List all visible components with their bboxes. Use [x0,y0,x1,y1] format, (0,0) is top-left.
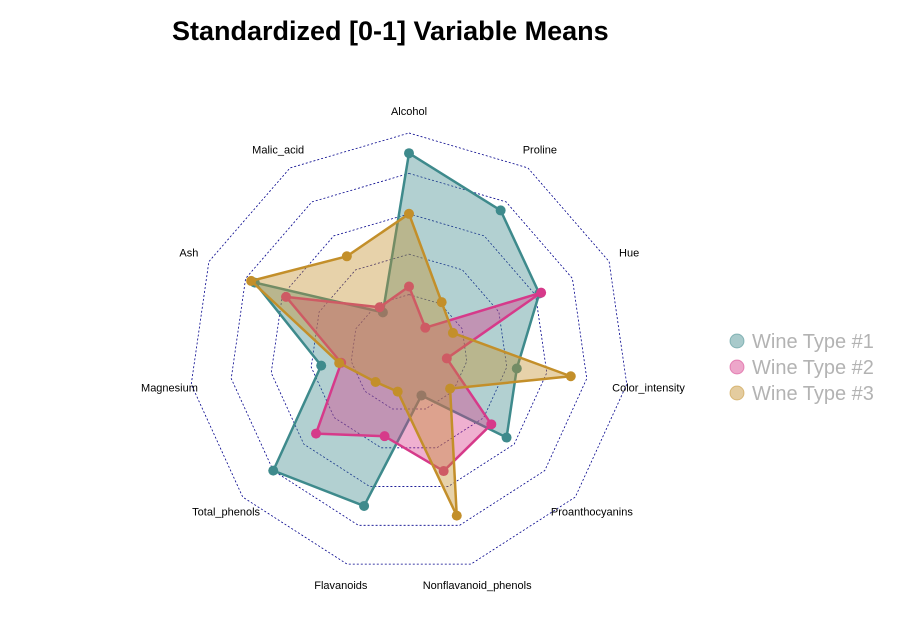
series-1-point-nonflavanoid-phenols [416,390,427,401]
series-area-1 [253,151,541,508]
series-2-point-proanthocyanins [486,419,497,430]
series-1-point-total-phenols [268,465,279,476]
series-1-point-proline [495,205,506,216]
series-3-point-proline [436,297,447,308]
series-3-point-flavanoids [392,386,403,397]
axis-label-color-intensity: Color_intensity [612,382,685,394]
chart-title: Standardized [0-1] Variable Means [172,16,609,46]
series-1-point-proanthocyanins [501,432,512,443]
legend-label-1: Wine Type #1 [752,331,874,353]
series-2-point-nonflavanoid-phenols [438,466,449,477]
series-3-point-nonflavanoid-phenols [451,510,462,521]
axis-label-nonflavanoid-phenols: Nonflavanoid_phenols [423,580,532,592]
series-3-point-color-intensity [565,371,576,382]
series-2-point-proline [420,322,431,333]
legend-label-3: Wine Type #3 [752,383,874,405]
series-2-point-hue [536,287,547,298]
series-1-point-alcohol [404,148,414,159]
series-area-3 [249,212,573,517]
series-2-point-color-intensity [441,353,452,364]
series-1-point-flavanoids [359,500,370,511]
axis-label-alcohol: Alcohol [391,106,427,118]
grid-ring-4 [230,172,588,526]
series-1-point-magnesium [316,360,327,371]
series-3-point-total-phenols [370,376,381,387]
series-2-point-alcohol [404,281,414,292]
axis-label-proanthocyanins: Proanthocyanins [551,506,633,518]
series-2-point-total-phenols [311,428,322,439]
axis-label-malic-acid: Malic_acid [252,144,304,156]
series-2-point-flavanoids [379,431,390,442]
grid-ring-5 [190,132,628,565]
series-3-point-hue [447,327,458,338]
grid-ring-1 [350,294,468,410]
series-1-point-color-intensity [511,363,522,374]
axis-label-total-phenols: Total_phenols [192,506,260,518]
series-3-point-ash [246,275,257,286]
legend-marker-3 [729,385,745,401]
series-2-point-malic-acid [374,302,385,313]
axis-label-magnesium: Magnesium [141,382,198,394]
axis-label-hue: Hue [619,247,639,259]
series-3-point-alcohol [404,208,414,219]
axis-label-proline: Proline [523,144,557,156]
series-2-point-ash [281,291,292,302]
series-3-point-magnesium [334,358,345,369]
legend-marker-1 [729,333,745,349]
series-3-point-proanthocyanins [445,383,456,394]
series-3-point-malic-acid [341,251,352,262]
legend-marker-2 [729,359,745,375]
series-area-2 [284,285,543,473]
axis-label-ash: Ash [179,247,198,259]
axis-label-flavanoids: Flavanoids [314,580,368,592]
legend-label-2: Wine Type #2 [752,357,874,379]
